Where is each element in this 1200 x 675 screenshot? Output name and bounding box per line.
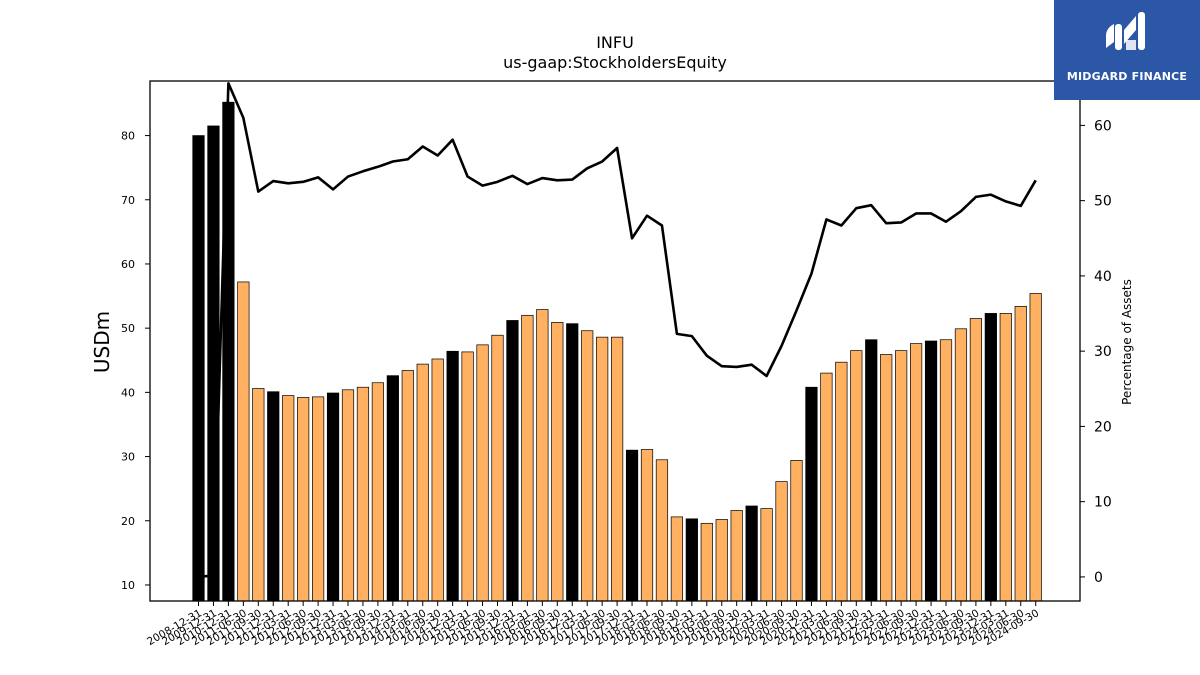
bar-2015-09-30 (491, 334, 504, 602)
bar-2019-06-30 (715, 519, 728, 602)
bar-2011-12-31 (267, 391, 280, 602)
bar-2024-03-31 (999, 313, 1012, 602)
bar-series (192, 101, 1042, 602)
bar-2012-06-30 (297, 397, 310, 602)
bar-2012-09-30 (312, 396, 325, 602)
bar-2018-09-30 (670, 516, 684, 602)
bar-2011-09-30 (252, 388, 265, 602)
chart-subtitle: us-gaap:StockholdersEquity (503, 53, 727, 72)
bar-2018-12-31 (685, 518, 698, 602)
bar-2018-06-30 (655, 459, 669, 602)
bar-2014-09-30 (431, 358, 444, 602)
bar-2023-03-31 (939, 339, 953, 602)
y2-tick-label-30: 30 (1094, 344, 1112, 360)
bar-2023-09-30 (969, 318, 983, 602)
bar-2014-12-31 (446, 350, 459, 602)
percentage-of-assets-line (198, 81, 1037, 579)
bar-2012-12-31 (326, 392, 340, 602)
bar-2015-03-31 (461, 351, 474, 602)
y-tick-label-70: 70 (121, 194, 135, 207)
bar-2013-03-31 (341, 389, 355, 602)
bar-2020-12-31 (805, 386, 818, 602)
y-tick-label-30: 30 (121, 451, 135, 464)
y-tick-label-50: 50 (121, 322, 135, 335)
bar-2018-03-31 (640, 449, 654, 602)
bar-2016-12-31 (566, 323, 579, 602)
bar-2024-06-30 (1014, 305, 1027, 602)
y-tick-label-80: 80 (121, 130, 135, 143)
y-tick-label-10: 10 (121, 579, 135, 592)
line-series (198, 81, 1037, 579)
bar-2015-12-31 (506, 320, 519, 602)
bar-2022-12-31 (924, 340, 938, 602)
bar-2019-03-31 (700, 522, 713, 602)
y2-tick-label-50: 50 (1094, 194, 1112, 210)
bar-2017-03-31 (581, 330, 594, 602)
bar-2014-06-30 (416, 363, 429, 602)
bar-2021-12-31 (865, 339, 878, 602)
plot-frame (149, 80, 1081, 602)
bar-2011-06-30 (237, 281, 250, 602)
bar-2017-06-30 (596, 336, 609, 602)
bar-2023-06-30 (954, 328, 968, 602)
axes: 102030405060708001020304050602008-12-312… (121, 80, 1112, 648)
bar-2012-03-31 (282, 395, 295, 602)
bar-2020-03-31 (760, 508, 773, 602)
bar-2021-09-30 (850, 350, 863, 602)
bar-2023-12-31 (984, 313, 997, 602)
y-axis-label: USDm (90, 311, 114, 373)
bar-2016-06-30 (536, 309, 549, 602)
bar-2017-09-30 (610, 336, 624, 602)
bar-2020-09-30 (790, 460, 803, 602)
bar-2016-09-30 (551, 322, 564, 602)
logo-text: MIDGARD FINANCE (1066, 70, 1188, 83)
y2-tick-label-0: 0 (1094, 570, 1103, 586)
bar-2017-12-31 (625, 449, 639, 602)
bar-2021-03-31 (820, 372, 833, 602)
y2-tick-label-10: 10 (1094, 495, 1112, 511)
bar-2015-06-30 (476, 344, 489, 602)
bar-2019-09-30 (730, 510, 743, 602)
y2-tick-label-60: 60 (1094, 118, 1112, 134)
brand-logo: MIDGARD FINANCE (1054, 0, 1200, 100)
y-tick-label-60: 60 (121, 258, 135, 271)
bar-2024-09-30 (1029, 293, 1042, 602)
bar-2009-12-31 (207, 125, 220, 602)
bar-2014-03-31 (401, 370, 414, 602)
y-tick-label-20: 20 (121, 515, 135, 528)
bar-2008-12-31 (192, 135, 205, 602)
chart-title: INFU (596, 33, 634, 52)
y2-tick-label-40: 40 (1094, 269, 1112, 285)
logo-mark-icon (1106, 12, 1145, 50)
bar-2019-12-31 (745, 505, 758, 602)
bar-2020-06-30 (775, 481, 788, 602)
bar-2013-09-30 (371, 382, 384, 602)
bar-2022-09-30 (909, 343, 923, 602)
bar-2022-03-31 (880, 354, 893, 602)
y2-axis-label: Percentage of Assets (1120, 279, 1134, 405)
bar-2013-12-31 (386, 375, 399, 602)
bar-2022-06-30 (895, 350, 908, 602)
y2-tick-label-20: 20 (1094, 419, 1112, 435)
bar-2016-03-31 (521, 314, 534, 602)
bar-2021-06-30 (835, 361, 848, 602)
bar-2013-06-30 (356, 386, 370, 602)
y-tick-label-40: 40 (121, 386, 135, 399)
